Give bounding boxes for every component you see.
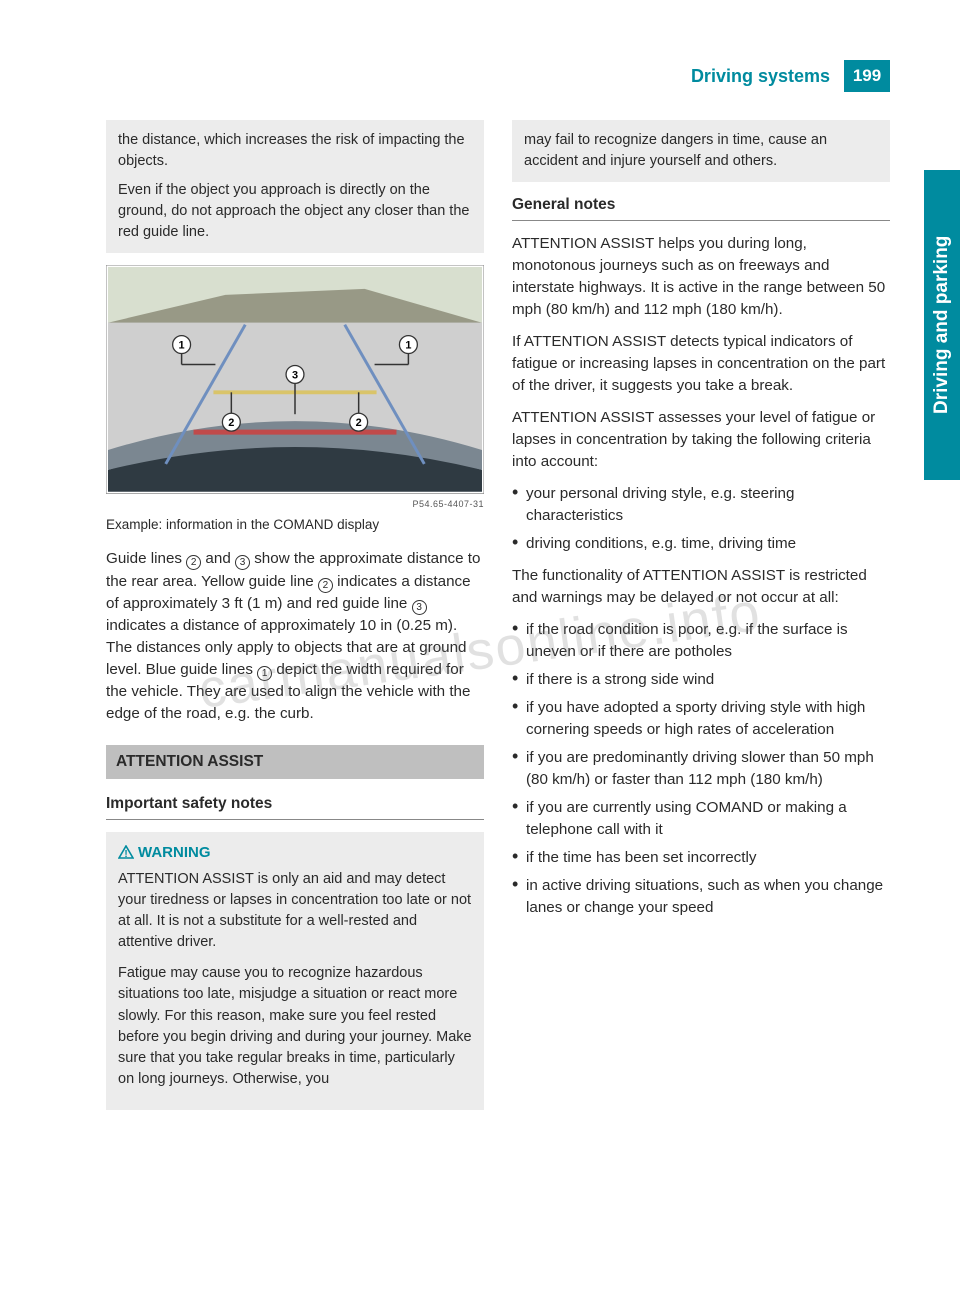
list-item: if you have adopted a sporty driving sty…: [512, 697, 890, 741]
left-column: the distance, which increases the risk o…: [106, 120, 484, 1110]
body-paragraph: ATTENTION ASSIST helps you during long, …: [512, 233, 890, 321]
svg-text:2: 2: [356, 417, 362, 429]
chapter-tab: Driving and parking: [924, 170, 960, 480]
callout-3: 3: [412, 600, 427, 615]
continuation-infobox: the distance, which increases the risk o…: [106, 120, 484, 253]
warning-triangle-icon: !: [118, 845, 134, 859]
infobox-text: Even if the object you approach is direc…: [118, 180, 472, 243]
svg-text:3: 3: [292, 369, 298, 381]
svg-text:!: !: [124, 849, 127, 859]
reversing-camera-illustration: 1 1 2 2 3: [106, 265, 484, 494]
body-paragraph: Guide lines 2 and 3 show the approximate…: [106, 548, 484, 724]
subheader-general-notes: General notes: [512, 194, 890, 220]
subheader-safety-notes: Important safety notes: [106, 793, 484, 819]
content-columns: the distance, which increases the risk o…: [106, 120, 890, 1110]
warning-text: Fatigue may cause you to recognize hazar…: [118, 963, 472, 1089]
list-item: your personal driving style, e.g. steeri…: [512, 483, 890, 527]
list-item: driving conditions, e.g. time, driving t…: [512, 533, 890, 555]
callout-2: 2: [318, 578, 333, 593]
list-item: if you are currently using COMAND or mak…: [512, 797, 890, 841]
body-paragraph: If ATTENTION ASSIST detects typical indi…: [512, 331, 890, 397]
list-item: if the time has been set incorrectly: [512, 847, 890, 869]
header-section-title: Driving systems: [691, 60, 844, 92]
callout-3: 3: [235, 555, 250, 570]
list-item: in active driving situations, such as wh…: [512, 875, 890, 919]
manual-page: Driving systems 199 Driving and parking …: [0, 0, 960, 1302]
warning-continuation-box: may fail to recognize dangers in time, c…: [512, 120, 890, 182]
warning-text: ATTENTION ASSIST is only an aid and may …: [118, 869, 472, 953]
svg-text:1: 1: [405, 340, 411, 352]
list-item: if there is a strong side wind: [512, 669, 890, 691]
restrictions-list: if the road condition is poor, e.g. if t…: [512, 619, 890, 919]
callout-2: 2: [186, 555, 201, 570]
page-number: 199: [844, 60, 890, 92]
infobox-text: the distance, which increases the risk o…: [118, 130, 472, 172]
warning-heading: !WARNING: [118, 842, 472, 864]
list-item: if the road condition is poor, e.g. if t…: [512, 619, 890, 663]
body-paragraph: ATTENTION ASSIST assesses your level of …: [512, 407, 890, 473]
callout-1: 1: [257, 666, 272, 681]
warning-text: may fail to recognize dangers in time, c…: [524, 130, 878, 172]
svg-text:2: 2: [228, 417, 234, 429]
criteria-list: your personal driving style, e.g. steeri…: [512, 483, 890, 555]
section-header-attention-assist: ATTENTION ASSIST: [106, 745, 484, 779]
list-item: if you are predominantly driving slower …: [512, 747, 890, 791]
page-header: Driving systems 199: [106, 60, 890, 92]
warning-box: !WARNING ATTENTION ASSIST is only an aid…: [106, 832, 484, 1110]
right-column: may fail to recognize dangers in time, c…: [512, 120, 890, 1110]
comand-display-figure: 1 1 2 2 3: [106, 265, 484, 494]
figure-ref-code: P54.65-4407-31: [106, 498, 484, 511]
body-paragraph: The functionality of ATTENTION ASSIST is…: [512, 565, 890, 609]
svg-text:1: 1: [179, 340, 185, 352]
figure-caption: Example: information in the COMAND displ…: [106, 515, 484, 535]
